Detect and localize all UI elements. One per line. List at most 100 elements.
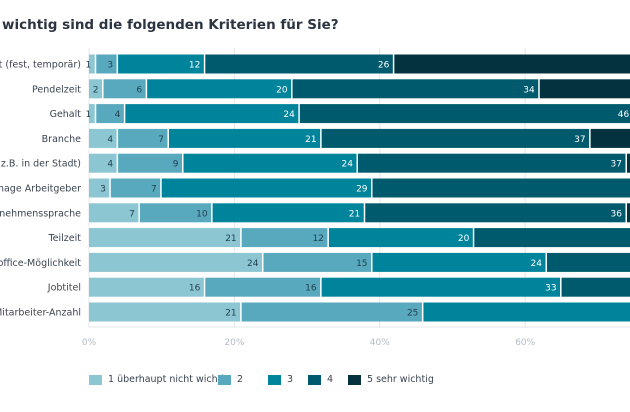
legend-label: 3 xyxy=(287,374,294,385)
category-label: Gehalt xyxy=(50,109,82,120)
data-label: 20 xyxy=(458,234,470,244)
data-label: 46 xyxy=(618,110,630,120)
data-label: 37 xyxy=(611,160,622,170)
bar-segment xyxy=(321,128,590,148)
data-label: 9 xyxy=(173,160,179,170)
bar-segment xyxy=(89,228,241,248)
bar-segment xyxy=(241,302,422,322)
category-label: Teilzeit xyxy=(47,233,81,244)
bar-segment xyxy=(539,79,630,99)
legend-label: 4 xyxy=(327,374,334,385)
data-label: 21 xyxy=(225,309,236,319)
category-label: Jobtitel xyxy=(47,283,81,294)
legend-item: 3 xyxy=(268,374,293,385)
x-tick-label: 20% xyxy=(224,338,244,348)
category-label: ernehmenssprache xyxy=(0,208,81,219)
bar-segment xyxy=(118,54,204,74)
data-label: 24 xyxy=(247,259,259,269)
legend-swatch xyxy=(89,374,102,385)
bar-segment xyxy=(168,128,321,148)
category-label: art (fest, temporär) xyxy=(0,60,81,71)
bar-segment xyxy=(89,252,262,272)
legend-swatch xyxy=(348,374,361,385)
legend-item: 1 überhaupt nicht wichtig xyxy=(89,374,230,385)
bar-segment xyxy=(372,178,630,198)
x-tick-label: 0% xyxy=(82,338,97,348)
bar-segment xyxy=(118,153,183,173)
legend-swatch xyxy=(308,374,321,385)
bar-segment xyxy=(423,302,630,322)
legend-label: 1 überhaupt nicht wichtig xyxy=(108,374,231,385)
data-label: 29 xyxy=(356,185,368,195)
bar-segment xyxy=(89,79,103,99)
category-label: Image Arbeitgeber xyxy=(0,184,81,195)
bar-segment xyxy=(321,277,561,297)
data-label: 33 xyxy=(545,284,556,294)
bar-segment xyxy=(125,104,299,124)
bar-segment xyxy=(241,228,328,248)
legend-item: 5 sehr wichtig xyxy=(348,374,434,385)
data-label: 21 xyxy=(349,209,360,219)
bar-segment xyxy=(161,178,372,198)
data-label: 4 xyxy=(115,110,121,120)
bar-segment xyxy=(147,79,292,99)
bar-segment xyxy=(205,277,321,297)
data-label: 4 xyxy=(107,160,113,170)
data-label: 2 xyxy=(93,85,99,95)
data-label: 3 xyxy=(100,185,106,195)
bar-segment xyxy=(89,153,117,173)
data-label: 12 xyxy=(189,61,200,71)
data-label: 24 xyxy=(283,110,295,120)
legend-item: 2 xyxy=(218,374,243,385)
chart-title: wichtig sind die folgenden Kriterien für… xyxy=(2,17,339,33)
x-tick-label: 40% xyxy=(370,338,390,348)
category-label: Pendelzeit xyxy=(32,84,81,95)
bar-segment xyxy=(292,79,539,99)
bar-segment xyxy=(89,104,95,124)
data-label: 7 xyxy=(129,209,135,219)
data-label: 6 xyxy=(136,85,142,95)
bar-segment xyxy=(89,128,117,148)
legend-label: 5 sehr wichtig xyxy=(367,374,434,385)
bar-segment xyxy=(118,128,168,148)
bar-segment xyxy=(626,153,630,173)
bar-segment xyxy=(561,277,630,297)
bar-segment xyxy=(139,203,212,223)
data-label: 15 xyxy=(356,259,367,269)
data-label: 37 xyxy=(574,135,585,145)
bar-segment xyxy=(89,178,110,198)
data-label: 34 xyxy=(523,85,535,95)
category-label: rt (z.B. in der Stadt) xyxy=(0,159,81,170)
data-label: 21 xyxy=(305,135,316,145)
bar-segment xyxy=(328,228,473,248)
bar-segment xyxy=(205,54,393,74)
x-tick-label: 60% xyxy=(515,338,535,348)
data-label: 4 xyxy=(107,135,113,145)
data-label: 21 xyxy=(225,234,236,244)
bar-segment xyxy=(212,203,364,223)
data-label: 20 xyxy=(276,85,288,95)
bar-segment xyxy=(365,203,626,223)
data-label: 16 xyxy=(189,284,201,294)
data-label: 16 xyxy=(305,284,317,294)
data-label: 25 xyxy=(407,309,418,319)
bar-segment xyxy=(590,128,630,148)
data-label: 1 xyxy=(86,61,92,71)
legend-swatch xyxy=(268,374,281,385)
bar-segment xyxy=(103,79,146,99)
bar-segment xyxy=(299,104,630,124)
category-label: Mitarbeiter-Anzahl xyxy=(0,308,81,319)
data-label: 1 xyxy=(86,110,92,120)
legend-label: 2 xyxy=(237,374,244,385)
data-label: 7 xyxy=(151,185,157,195)
bar-segment xyxy=(547,252,630,272)
data-label: 10 xyxy=(196,209,208,219)
data-label: 12 xyxy=(312,234,323,244)
data-label: 3 xyxy=(107,61,113,71)
bar-segment xyxy=(89,203,139,223)
bar-segment xyxy=(394,54,630,74)
bar-segment xyxy=(626,203,630,223)
category-label: eoffice-Möglichkeit xyxy=(0,258,81,269)
bar-segment xyxy=(110,178,161,198)
